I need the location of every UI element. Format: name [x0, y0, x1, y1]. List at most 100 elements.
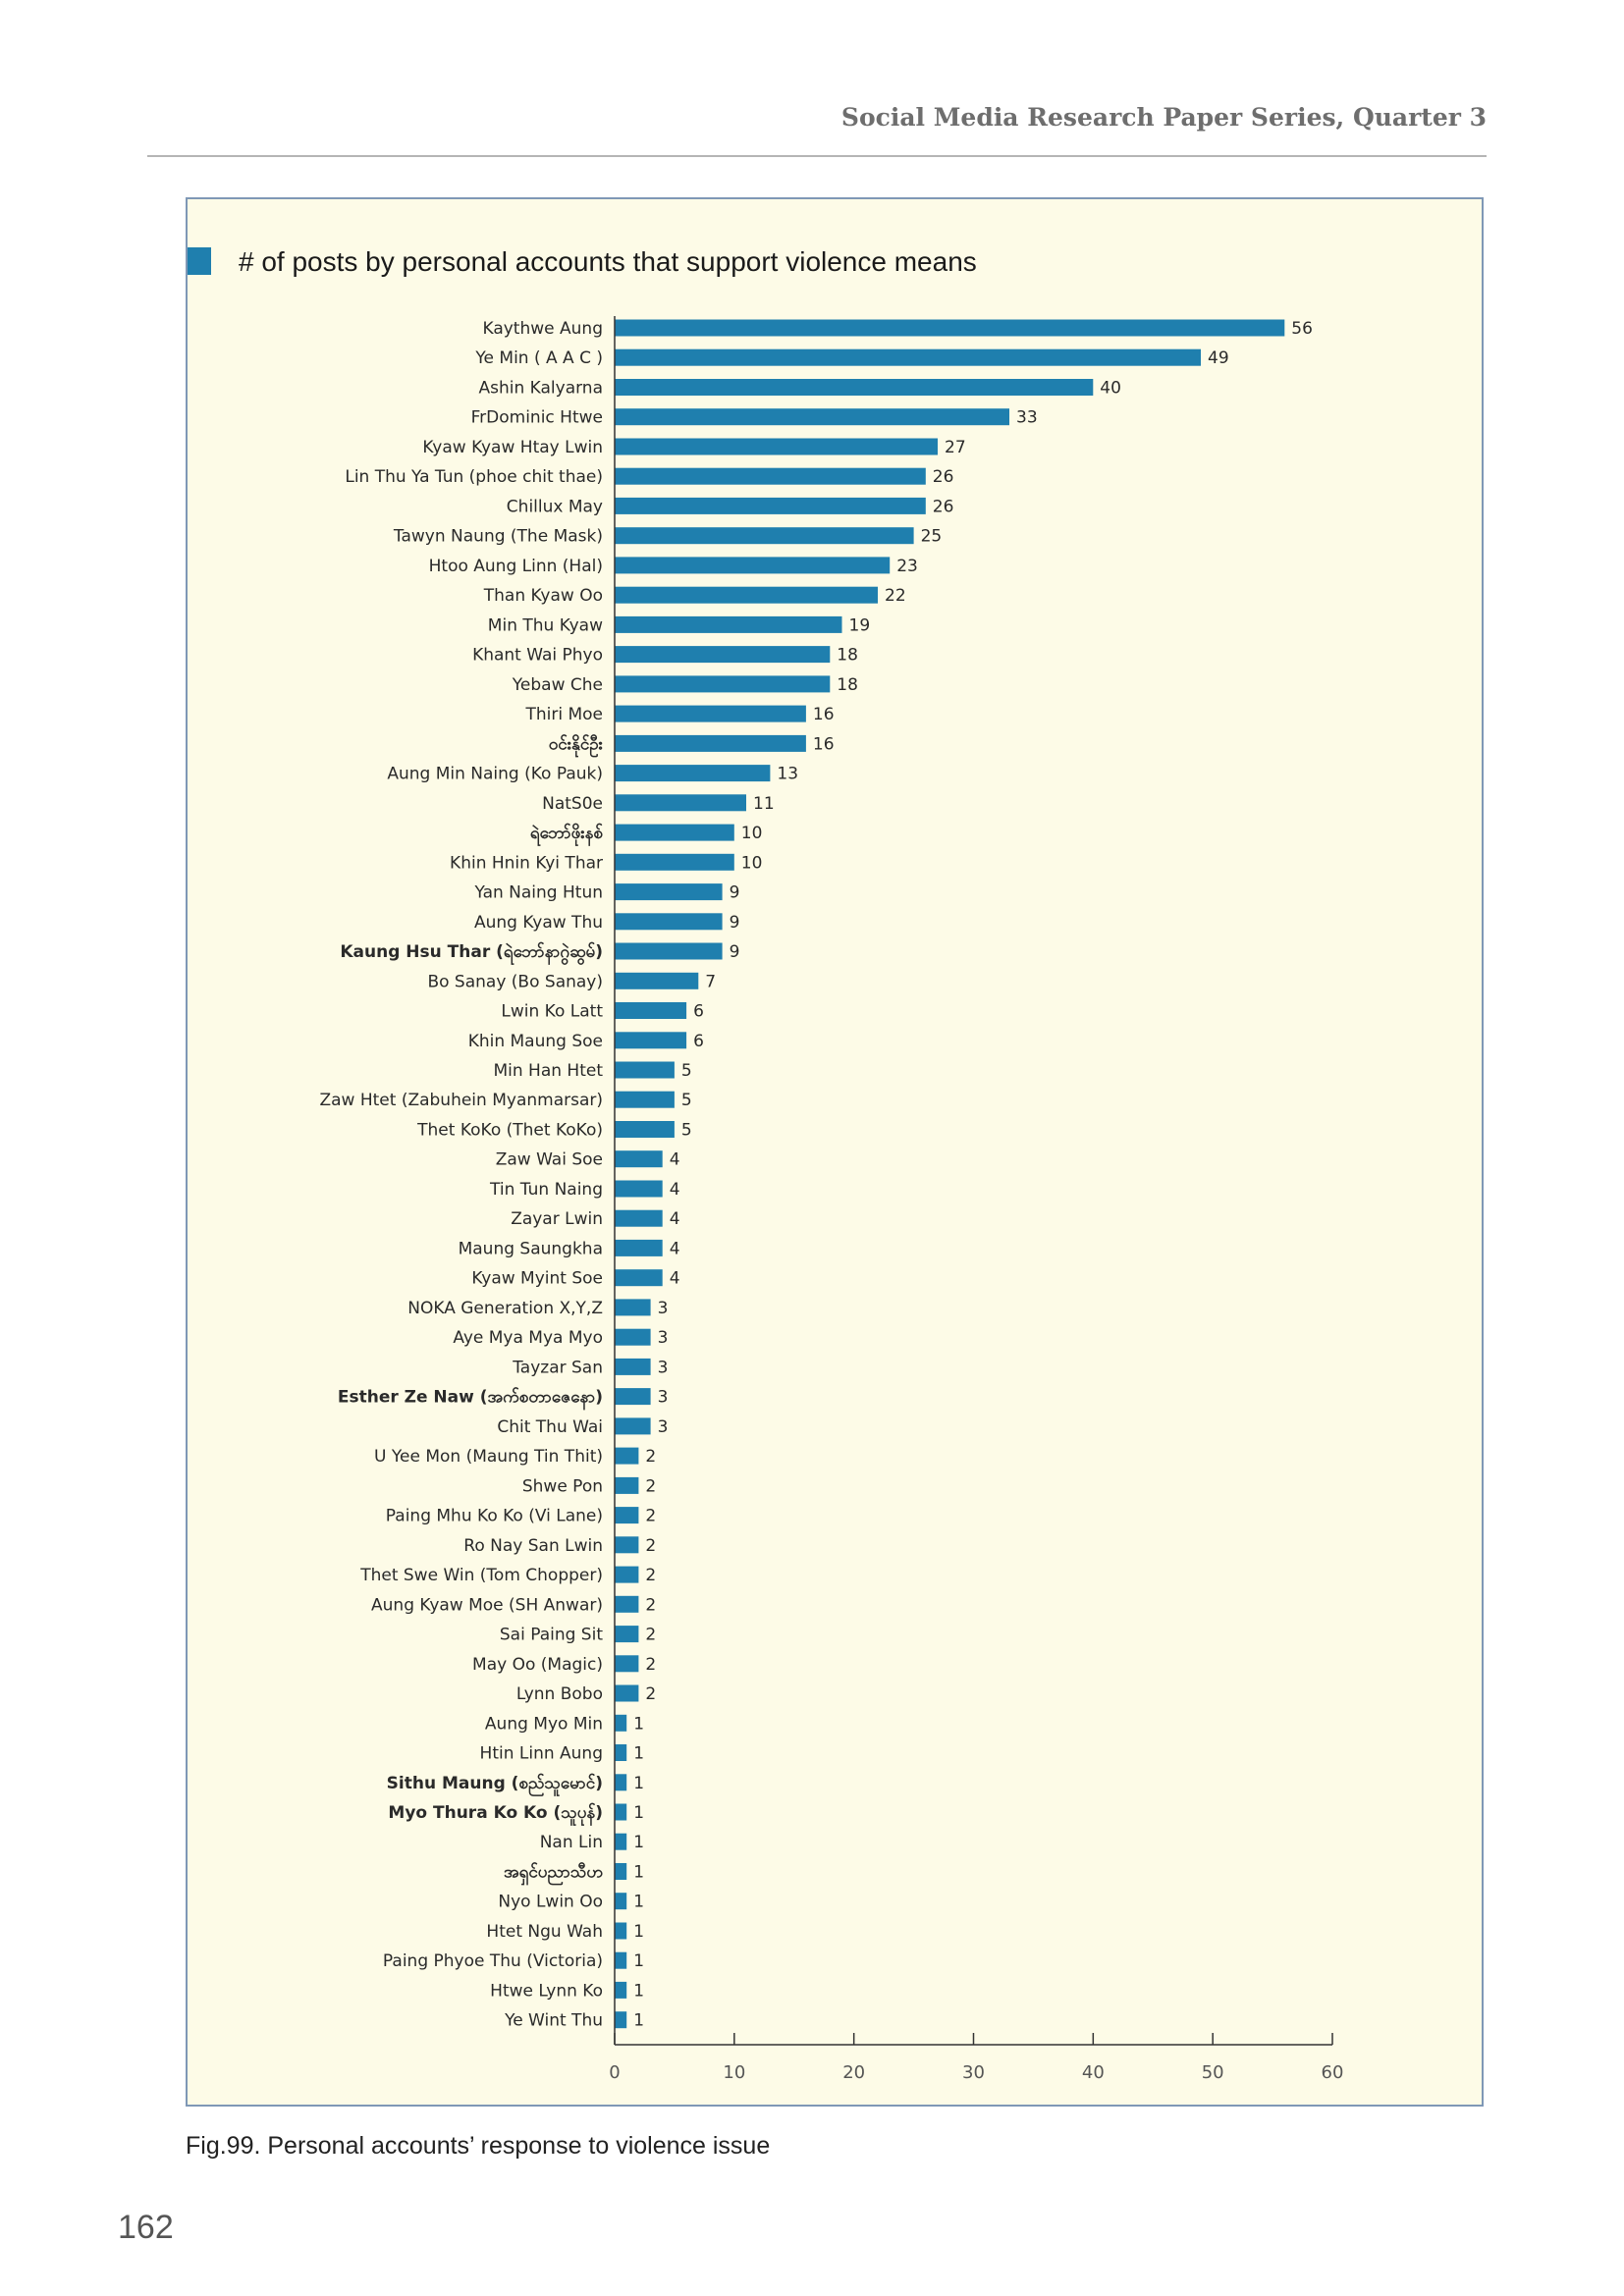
- bar: [615, 765, 771, 782]
- value-label: 6: [693, 1032, 704, 1051]
- value-label: 19: [849, 615, 871, 635]
- bar: [615, 1922, 627, 1940]
- bar: [615, 1328, 651, 1346]
- value-label: 26: [933, 467, 954, 487]
- value-label: 1: [633, 1833, 644, 1852]
- value-label: 2: [645, 1476, 656, 1496]
- value-label: 2: [645, 1566, 656, 1585]
- category-label: Sithu Maung (စည်သူမောင်): [387, 1773, 603, 1797]
- bar: [615, 1803, 627, 1821]
- category-label: Thet Swe Win (Tom Chopper): [359, 1566, 603, 1585]
- value-label: 3: [658, 1388, 669, 1408]
- category-label: Sai Paing Sit: [500, 1626, 603, 1645]
- value-label: 2: [645, 1536, 656, 1556]
- bar: [615, 1150, 663, 1168]
- bar: [615, 1299, 651, 1316]
- value-label: 4: [670, 1209, 680, 1229]
- bar: [615, 824, 734, 841]
- bar: [615, 1002, 687, 1019]
- category-label: Htet Ngu Wah: [486, 1922, 603, 1942]
- value-label: 3: [658, 1328, 669, 1348]
- value-label: 16: [813, 705, 835, 724]
- value-label: 40: [1100, 379, 1121, 399]
- bar: [615, 408, 1009, 426]
- bar: [615, 438, 938, 455]
- value-label: 16: [813, 734, 835, 754]
- bar: [615, 1655, 639, 1673]
- bar: [615, 1893, 627, 1910]
- bar: [615, 1981, 627, 1999]
- page-number: 162: [118, 2209, 174, 2246]
- figure-caption: Fig.99. Personal accounts’ response to v…: [186, 2132, 771, 2160]
- value-label: 18: [837, 675, 858, 695]
- bar: [615, 557, 891, 574]
- category-label: U Yee Mon (Maung Tin Thit): [374, 1447, 603, 1467]
- category-label: Ashin Kalyarna: [478, 379, 603, 399]
- bar: [615, 1447, 639, 1465]
- value-label: 2: [645, 1595, 656, 1615]
- category-label: Aung Min Naing (Ko Pauk): [387, 765, 603, 784]
- category-label: Lin Thu Ya Tun (phoe chit thae): [345, 467, 603, 487]
- bar: [615, 646, 831, 664]
- bar: [615, 1239, 663, 1256]
- bar: [615, 1507, 639, 1524]
- category-label: Khant Wai Phyo: [472, 646, 603, 666]
- bar: [615, 1863, 627, 1880]
- category-label: FrDominic Htwe: [471, 408, 603, 428]
- x-tick-label: 40: [1082, 2062, 1105, 2083]
- category-label: Khin Maung Soe: [468, 1032, 603, 1051]
- category-label: Khin Hnin Kyi Thar: [450, 853, 603, 873]
- value-label: 2: [645, 1684, 656, 1704]
- bar: [615, 1061, 675, 1079]
- bar: [615, 675, 831, 693]
- category-label: NOKA Generation X,Y,Z: [407, 1299, 603, 1318]
- header-title: Social Media Research Paper Series, Quar…: [840, 103, 1487, 132]
- category-label: Htwe Lynn Ko: [490, 1981, 603, 2001]
- bar: [615, 942, 723, 960]
- value-label: 10: [741, 824, 763, 843]
- value-label: 23: [896, 557, 918, 576]
- bar: [615, 348, 1201, 366]
- bar: [615, 1180, 663, 1198]
- bar: [615, 734, 806, 752]
- value-label: 2: [645, 1655, 656, 1675]
- category-label: Ye Wint Thu: [504, 2011, 603, 2031]
- value-label: 9: [730, 942, 740, 962]
- bar-chart: # of posts by personal accounts that sup…: [188, 246, 1343, 2083]
- category-label: Zaw Htet (Zabuhein Myanmarsar): [319, 1091, 603, 1110]
- bar: [615, 1774, 627, 1791]
- value-label: 56: [1291, 319, 1313, 339]
- bar: [615, 1684, 639, 1702]
- value-label: 49: [1208, 348, 1229, 368]
- value-label: 4: [670, 1180, 680, 1200]
- bar: [615, 972, 699, 989]
- value-label: 5: [681, 1091, 692, 1110]
- category-label: ရဲဘော်ဖိုးနစ်: [530, 823, 604, 847]
- value-label: 4: [670, 1239, 680, 1258]
- bar: [615, 1121, 675, 1138]
- bar: [615, 586, 878, 604]
- bar: [615, 1358, 651, 1375]
- value-label: 1: [633, 1774, 644, 1793]
- value-label: 22: [885, 586, 906, 606]
- category-label: Tayzar San: [512, 1358, 603, 1377]
- category-label: Nan Lin: [540, 1833, 603, 1852]
- value-label: 18: [837, 646, 858, 666]
- bar: [615, 913, 723, 931]
- category-label: အရှင်ပညာသီဟ: [504, 1862, 603, 1887]
- bar: [615, 853, 734, 871]
- value-label: 1: [633, 1922, 644, 1942]
- value-label: 13: [777, 765, 798, 784]
- category-label: Chillux May: [507, 497, 603, 516]
- value-label: 2: [645, 1447, 656, 1467]
- value-label: 25: [921, 527, 943, 547]
- bar: [615, 1091, 675, 1108]
- bar: [615, 1951, 627, 1969]
- value-label: 11: [753, 794, 775, 814]
- value-label: 6: [693, 1002, 704, 1022]
- x-tick-label: 30: [962, 2062, 985, 2083]
- category-label: Tin Tun Naing: [489, 1180, 603, 1200]
- category-label: Aung Kyaw Thu: [474, 913, 603, 933]
- category-label: Aung Kyaw Moe (SH Anwar): [371, 1595, 603, 1615]
- category-label: Thiri Moe: [524, 705, 603, 724]
